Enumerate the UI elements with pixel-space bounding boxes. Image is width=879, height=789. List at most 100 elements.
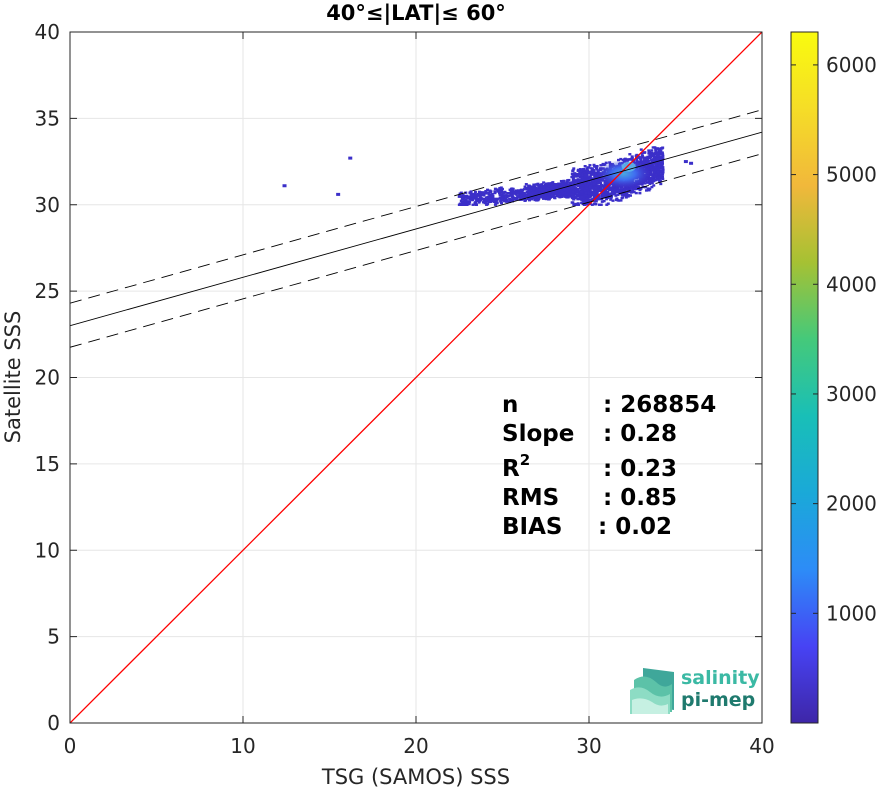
density-point [576,197,580,201]
density-point [620,190,624,194]
density-point [580,192,584,195]
density-point [577,203,581,206]
density-point [580,187,584,190]
density-point [595,168,599,171]
density-point [589,186,593,189]
density-point [561,181,565,185]
density-point [567,192,571,195]
outlier-point [282,184,287,188]
density-point [587,166,591,169]
density-point [588,188,592,192]
x-tick-label: 20 [403,734,428,758]
density-point [469,190,473,194]
density-point [592,163,596,167]
density-point [542,181,546,184]
density-point [470,194,474,198]
density-point [629,157,633,161]
density-point [558,195,562,198]
density-point [628,190,632,193]
density-point [494,202,498,206]
density-point [539,186,543,189]
density-point [534,183,538,186]
density-point [628,194,632,197]
density-point [579,190,583,193]
x-tick-label: 40 [749,734,774,758]
density-point [594,167,598,170]
density-point [600,195,604,198]
density-point [585,169,589,172]
density-point [588,170,592,174]
density-point [562,189,566,192]
density-point [621,196,625,199]
logo-line1: salinity [681,667,760,689]
density-point [599,187,603,190]
colorbar-tick-label: 3000 [826,382,877,406]
density-point [600,200,604,203]
density-point [578,195,582,198]
density-point [639,159,643,163]
density-point [576,182,580,186]
density-point [571,177,575,180]
density-point [623,187,627,190]
density-point [501,191,505,195]
density-point [655,178,659,181]
density-point [646,187,650,190]
y-tick-label: 10 [35,538,60,562]
density-point [650,176,654,179]
density-point [584,173,588,176]
density-point [592,182,596,186]
density-point [648,164,652,168]
density-point [635,158,639,161]
density-point [635,160,639,163]
density-point [657,174,661,178]
density-point [526,197,530,201]
identity-line [70,32,762,723]
density-point [591,193,595,197]
x-tick-label: 0 [64,734,77,758]
density-point [588,175,592,178]
density-point [563,187,567,191]
density-point [552,182,556,186]
y-tick-label: 30 [35,193,60,217]
density-point [466,197,470,200]
density-point [491,199,495,202]
density-point [473,190,477,194]
density-point [492,197,496,201]
density-point [649,179,653,182]
density-point [511,197,515,200]
density-point [570,175,574,179]
density-point [582,196,586,200]
density-point [595,165,599,168]
density-point [586,182,590,185]
density-point [556,191,560,194]
density-point [599,164,603,167]
density-point [589,173,593,176]
density-point [527,193,531,197]
density-point [645,181,649,184]
density-point [471,203,475,206]
density-point [493,190,497,193]
density-point [658,151,662,154]
axis-ticks: 0 10 20 30 40 0 5 10 15 20 25 30 35 40 [35,20,775,758]
density-point [464,196,468,199]
density-point [640,154,644,157]
density-point [522,188,526,191]
density-point [484,199,488,202]
density-point [519,196,523,200]
density-point [592,170,596,173]
density-point [594,200,598,203]
density-point [619,186,623,189]
density-point [562,183,566,187]
density-point [638,191,642,195]
density-point [528,186,532,190]
density-point [535,192,539,196]
density-point [647,149,651,152]
colorbar-tick-label: 6000 [826,53,877,77]
density-point [648,182,652,186]
colorbar-tick-label: 5000 [826,163,877,187]
density-point [487,200,491,203]
density-point [603,188,607,192]
density-point [573,192,577,196]
density-point [588,195,592,198]
stat-bias-label: BIAS [502,514,562,540]
